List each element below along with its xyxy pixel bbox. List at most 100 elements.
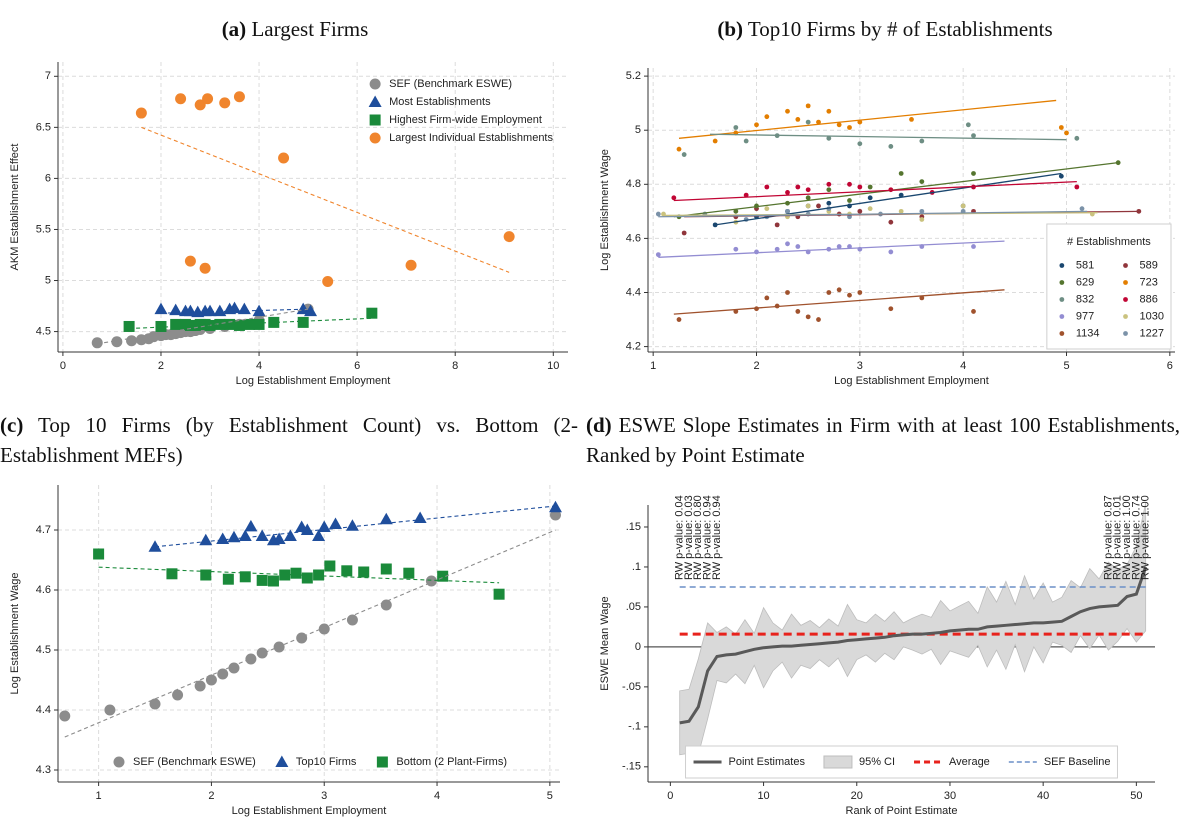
legend-label: Highest Firm-wide Employment — [389, 114, 542, 126]
point — [867, 195, 873, 201]
x-tick-label: 10 — [547, 360, 559, 372]
point — [380, 563, 392, 575]
point — [216, 532, 230, 544]
point — [301, 572, 313, 584]
legend-label: 1030 — [1140, 310, 1164, 322]
fit-line — [141, 126, 510, 273]
point — [733, 246, 739, 252]
fit-line — [673, 289, 1005, 315]
point — [1074, 135, 1080, 141]
x-tick-label: 4 — [434, 790, 440, 802]
y-tick-label: 4.2 — [626, 340, 641, 352]
annotation: RW p-value: 0.74 — [1130, 495, 1142, 580]
point — [203, 304, 217, 317]
point — [255, 529, 269, 541]
legend-label: Bottom (2 Plant-Firms) — [396, 756, 507, 768]
point — [785, 290, 790, 295]
fit-line — [64, 529, 556, 738]
point — [194, 680, 206, 692]
legend-symbol — [369, 132, 381, 144]
legend-label: 886 — [1140, 293, 1158, 305]
y-tick-label: 4.8 — [626, 178, 641, 190]
point — [290, 567, 302, 579]
point — [785, 241, 790, 247]
point — [313, 569, 325, 581]
point — [379, 512, 393, 525]
y-tick-label: 4.5 — [36, 325, 51, 337]
point — [172, 689, 184, 701]
point — [888, 219, 894, 225]
point — [380, 599, 392, 611]
point — [214, 318, 226, 330]
point — [888, 249, 894, 255]
point — [681, 230, 687, 236]
x-tick-label: 2 — [158, 360, 164, 372]
point — [826, 181, 832, 187]
point — [898, 208, 904, 214]
fit-line — [129, 317, 372, 330]
legend-label: Average — [949, 756, 990, 768]
point — [795, 184, 801, 190]
legend-symbol — [368, 95, 382, 107]
point — [816, 317, 821, 322]
point — [59, 710, 71, 722]
y-tick-label: 0 — [635, 641, 641, 653]
point — [1058, 125, 1064, 130]
point — [233, 319, 245, 331]
panel-title-text: Top 10 Firms (by Establishment Count) vs… — [0, 413, 579, 467]
point — [329, 517, 343, 529]
point — [971, 171, 976, 176]
point — [297, 316, 309, 328]
point — [184, 255, 196, 267]
point — [676, 317, 682, 322]
y-tick-label: 5.2 — [626, 70, 641, 82]
point — [366, 307, 378, 319]
panel-title-text: Top10 Firms by # of Establishments — [747, 17, 1053, 41]
point — [971, 244, 976, 249]
y-tick-label: -.15 — [622, 761, 641, 773]
point — [754, 249, 759, 255]
legend-label: 832 — [1076, 293, 1094, 305]
y-tick-label: 4.4 — [36, 704, 51, 716]
point — [148, 540, 162, 552]
point — [888, 144, 894, 149]
point — [836, 244, 842, 249]
point — [805, 187, 811, 193]
point — [743, 138, 749, 144]
legend-label: Most Establishments — [389, 96, 491, 108]
x-axis-title: Log Establishment Employment — [834, 375, 989, 387]
point — [123, 320, 135, 332]
fit-line — [678, 99, 1057, 139]
point — [774, 222, 780, 228]
y-tick-label: .1 — [632, 561, 641, 573]
x-tick-label: 3 — [857, 360, 863, 372]
y-axis-title: Log Establishment Wage — [9, 573, 21, 695]
point — [244, 519, 258, 532]
x-tick-label: 30 — [944, 790, 956, 802]
point — [764, 114, 770, 120]
point — [403, 567, 415, 579]
legend-label: 589 — [1140, 259, 1158, 271]
point — [774, 246, 780, 252]
point — [857, 184, 863, 190]
point — [795, 244, 801, 249]
point — [200, 569, 212, 581]
panel-title: (a) Largest Firms — [0, 14, 590, 44]
point — [847, 198, 852, 203]
legend-symbol — [369, 114, 381, 126]
legend-symbol — [1123, 297, 1128, 302]
legend-symbol — [1123, 280, 1128, 285]
y-axis-title: ESWE Mean Wage — [599, 596, 611, 690]
point — [1058, 173, 1064, 179]
point — [805, 103, 811, 109]
legend-symbol — [1059, 297, 1065, 302]
point — [268, 316, 280, 328]
point — [253, 318, 265, 330]
panel-title: (d) ESWE Slope Estimates in Firm with at… — [586, 410, 1180, 470]
x-tick-label: 20 — [851, 790, 863, 802]
point — [170, 318, 182, 330]
point — [237, 302, 251, 315]
legend-label: Largest Individual Establishments — [389, 132, 553, 144]
point — [405, 259, 417, 271]
